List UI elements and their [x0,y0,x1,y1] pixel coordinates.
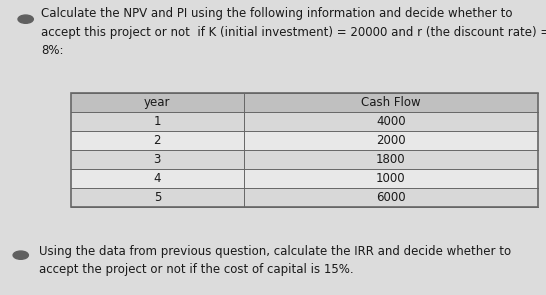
Text: Using the data from previous question, calculate the IRR and decide whether to
a: Using the data from previous question, c… [39,245,512,276]
Text: 4: 4 [153,172,161,185]
Text: year: year [144,96,170,109]
Text: 2000: 2000 [376,134,406,147]
Text: Cash Flow: Cash Flow [361,96,420,109]
Text: 4000: 4000 [376,115,406,128]
Text: 3: 3 [153,153,161,166]
Text: 5: 5 [153,191,161,204]
Text: Calculate the NPV and PI using the following information and decide whether to
a: Calculate the NPV and PI using the follo… [41,7,546,57]
Text: 1800: 1800 [376,153,406,166]
Text: 6000: 6000 [376,191,406,204]
Text: 1000: 1000 [376,172,406,185]
Text: 1: 1 [153,115,161,128]
Text: 2: 2 [153,134,161,147]
